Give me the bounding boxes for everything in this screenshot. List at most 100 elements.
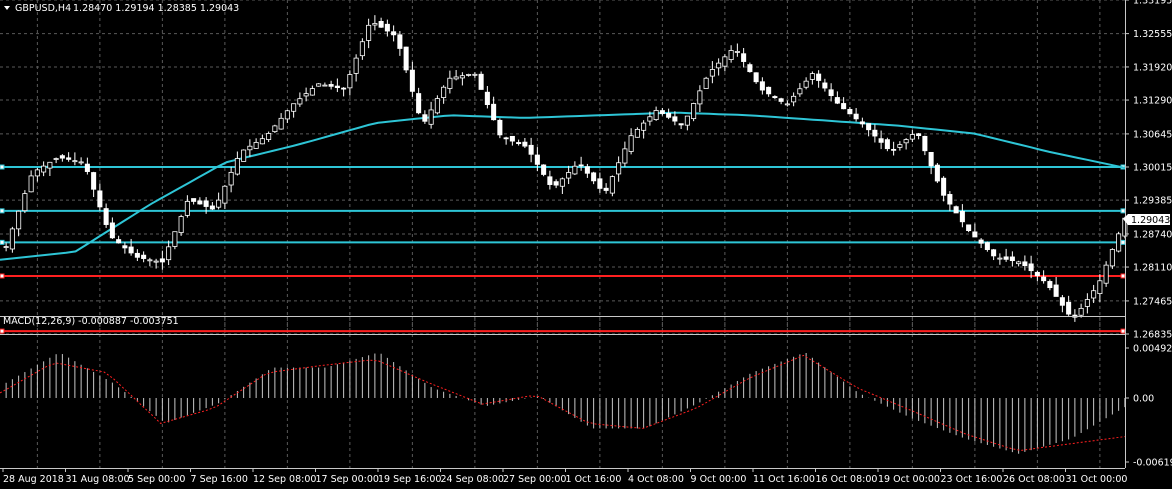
candle-down xyxy=(872,129,878,137)
candle-up xyxy=(434,98,440,114)
candle-down xyxy=(116,239,122,244)
x-tick-label: 9 Oct 00:00 xyxy=(691,474,747,485)
candle-up xyxy=(3,246,9,248)
x-tick-label: 16 Oct 08:00 xyxy=(816,474,878,485)
candle-down xyxy=(397,34,403,49)
candle-down xyxy=(197,200,203,205)
candle-down xyxy=(828,89,834,97)
candle-up xyxy=(353,57,359,74)
x-tick-label: 5 Sep 00:00 xyxy=(128,474,185,485)
candles xyxy=(3,15,1128,322)
candle-up xyxy=(147,259,153,262)
candle-up xyxy=(284,110,290,120)
candle-down xyxy=(341,87,347,90)
candle-up xyxy=(297,98,303,105)
hline-handle xyxy=(0,239,5,245)
hline-handle xyxy=(1120,273,1126,279)
candle-down xyxy=(766,86,772,95)
candle-down xyxy=(591,172,597,182)
candle-up xyxy=(1097,280,1103,294)
candle-up xyxy=(903,139,909,144)
candle-down xyxy=(547,176,553,185)
candle-down xyxy=(816,73,822,81)
candle-down xyxy=(953,206,959,214)
candle-down xyxy=(866,123,872,131)
y-tick-label: 1.30645 xyxy=(1133,129,1172,140)
x-tick-label: 31 Aug 08:00 xyxy=(66,474,130,485)
candle-down xyxy=(666,113,672,118)
moving-average xyxy=(0,111,1126,261)
y-tick-label: 1.28740 xyxy=(1133,229,1172,240)
candle-down xyxy=(966,224,972,232)
candle-down xyxy=(134,252,140,258)
candle-up xyxy=(22,193,28,212)
candle-up xyxy=(309,88,315,96)
candle-down xyxy=(159,258,165,263)
candle-down xyxy=(334,85,340,89)
macd-tick-label: 0.004927 xyxy=(1133,344,1172,355)
candle-up xyxy=(153,260,159,263)
candle-down xyxy=(522,141,528,147)
candle-down xyxy=(528,144,534,155)
candle-up xyxy=(241,149,247,162)
candle-down xyxy=(841,103,847,110)
candle-down xyxy=(891,148,897,151)
candle-up xyxy=(172,231,178,247)
candle-down xyxy=(578,164,584,167)
y-tick-label: 1.29385 xyxy=(1133,196,1172,207)
chevron-down-icon[interactable] xyxy=(4,6,10,10)
hline-handle xyxy=(0,328,5,334)
candle-up xyxy=(28,175,34,193)
candle-up xyxy=(178,216,184,233)
candle-down xyxy=(834,97,840,104)
candle-down xyxy=(553,181,559,186)
current-price-tag: 1.29043 xyxy=(1123,214,1170,226)
candle-down xyxy=(922,135,928,152)
y-tick-label: 1.27465 xyxy=(1133,296,1172,307)
candle-up xyxy=(222,185,228,204)
y-tick-label: 1.32555 xyxy=(1133,29,1172,40)
candle-down xyxy=(1028,263,1034,272)
candle-down xyxy=(203,200,209,207)
x-tick-label: 19 Oct 00:00 xyxy=(878,474,940,485)
x-tick-label: 28 Aug 2018 xyxy=(3,474,64,485)
candle-down xyxy=(747,64,753,73)
candle-up xyxy=(259,138,265,145)
candle-up xyxy=(1116,233,1122,252)
candle-up xyxy=(709,69,715,77)
candle-down xyxy=(416,93,422,114)
candle-up xyxy=(316,83,322,87)
candle-down xyxy=(884,139,890,150)
candle-down xyxy=(378,20,384,28)
candle-down xyxy=(1066,301,1072,315)
candle-down xyxy=(1041,276,1047,282)
candle-down xyxy=(66,157,72,160)
x-tick-label: 17 Sep 00:00 xyxy=(316,474,379,485)
candle-down xyxy=(109,222,115,239)
candle-up xyxy=(472,73,478,76)
ma-line xyxy=(0,111,1126,261)
candle-up xyxy=(622,148,628,164)
time-axis: 28 Aug 2018 31 Aug 08:005 Sep 00:00 7 Sep … xyxy=(2,468,1127,485)
candle-up xyxy=(734,51,740,53)
candle-down xyxy=(484,91,490,105)
price-axis: 1.33195 1.32555 1.31920 1.31290 1.30645 1.300… xyxy=(1125,0,1172,341)
candle-up xyxy=(247,145,253,151)
candle-down xyxy=(991,249,997,257)
y-tick-label: 1.33195 xyxy=(1133,0,1172,7)
candle-up xyxy=(653,110,659,120)
candle-up xyxy=(647,116,653,122)
hline-handle xyxy=(0,164,5,170)
candle-up xyxy=(47,161,53,169)
candle-up xyxy=(997,257,1003,260)
candle-down xyxy=(822,82,828,89)
candle-down xyxy=(1047,281,1053,289)
x-tick-label: 24 Sep 08:00 xyxy=(441,474,504,485)
candle-down xyxy=(384,23,390,32)
candle-down xyxy=(678,123,684,126)
candle-up xyxy=(53,158,59,160)
macd-axis: 0.004927 0.00 -0.006191 xyxy=(1125,344,1172,469)
current-price: 1.29043 xyxy=(1131,215,1170,226)
